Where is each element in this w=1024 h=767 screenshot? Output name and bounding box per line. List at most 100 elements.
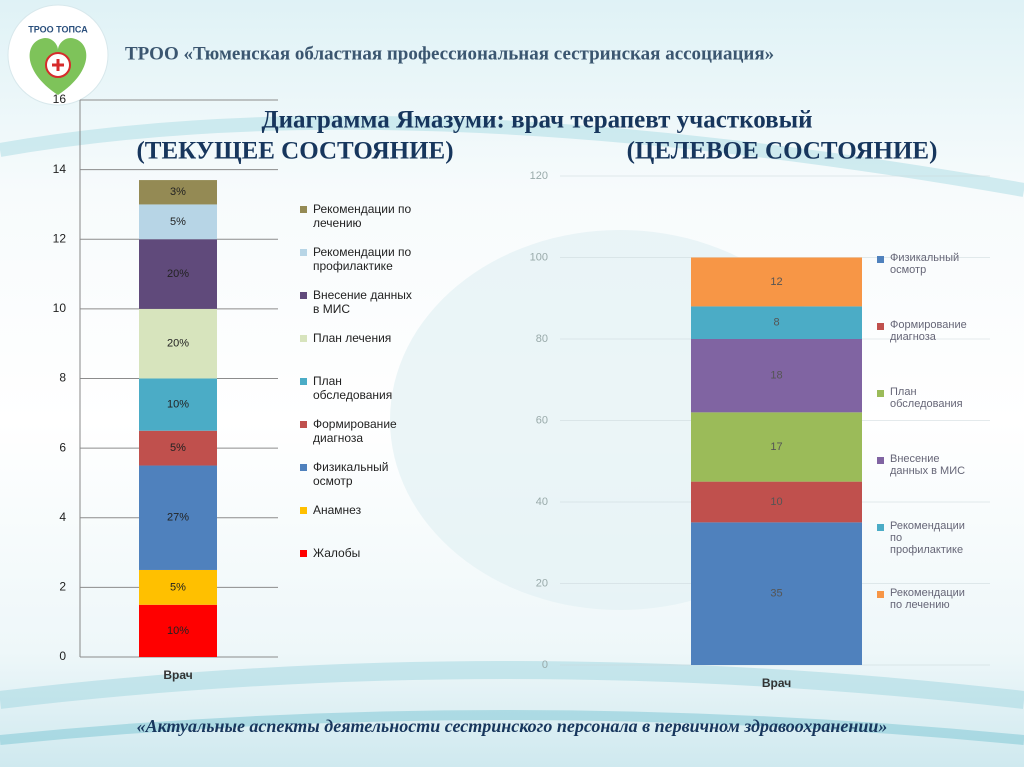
y-tick-label: 4 (59, 510, 66, 524)
legend-item: Жалобы (300, 546, 420, 560)
legend-item: Формирование диагноза (300, 417, 420, 445)
bar-segment (139, 430, 217, 466)
y-tick-label: 0 (59, 649, 66, 663)
x-tick-label: Врач (762, 676, 791, 690)
y-tick-label: 8 (59, 371, 66, 385)
bar-segment (139, 604, 217, 657)
legend-label: Рекомендации по лечению (890, 587, 965, 611)
legend-label: Формирование диагноза (313, 417, 397, 445)
y-tick-label: 80 (536, 333, 548, 345)
data-label: 5% (170, 216, 186, 228)
data-label: 10% (167, 625, 189, 637)
y-tick-label: 120 (530, 170, 548, 182)
legend-label: План обследования (890, 386, 963, 410)
legend-swatch (300, 507, 307, 514)
legend-swatch (300, 206, 307, 213)
bar-segment (139, 180, 217, 205)
legend-swatch (300, 378, 307, 385)
bar-segment (691, 412, 862, 482)
y-tick-label: 2 (59, 580, 66, 594)
legend-item: Внесение данных в МИС (877, 453, 972, 477)
legend-swatch (300, 421, 307, 428)
bar-segment (139, 204, 217, 240)
data-label: 20% (167, 338, 189, 350)
y-tick-label: 16 (53, 92, 67, 106)
bar-segment (139, 465, 217, 570)
y-tick-label: 100 (530, 251, 548, 263)
legend-swatch (877, 457, 884, 464)
chart-title: (ТЕКУЩЕЕ СОСТОЯНИЕ) (136, 138, 453, 165)
bar-segment (139, 378, 217, 431)
legend-swatch (877, 390, 884, 397)
legend-item: План обследования (877, 386, 972, 410)
x-tick-label: Врач (163, 668, 192, 682)
legend-item: Рекомендации по лечению (877, 587, 972, 611)
legend-label: Рекомендации по профилактике (890, 520, 965, 556)
legend-label: Внесение данных в МИС (313, 288, 412, 316)
bar-segment (139, 308, 217, 379)
legend-swatch (300, 249, 307, 256)
legend-item: Анамнез (300, 503, 420, 517)
y-tick-label: 20 (536, 577, 548, 589)
legend-label: Рекомендации по профилактике (313, 245, 412, 273)
legend-item: Рекомендации по лечению (300, 202, 420, 230)
y-tick-label: 60 (536, 414, 548, 426)
header-title: ТРОО «Тюменская областная профессиональн… (125, 43, 774, 64)
data-label: 3% (170, 186, 186, 198)
bar-segment (139, 569, 217, 605)
y-tick-label: 14 (53, 162, 67, 176)
legend-swatch (300, 292, 307, 299)
data-label: 18 (770, 370, 782, 382)
legend-label: План лечения (313, 331, 392, 345)
data-label: 12 (770, 276, 782, 288)
logo-text: ТРОО ТОПСА (28, 24, 88, 34)
legend-swatch (877, 323, 884, 330)
legend-swatch (877, 591, 884, 598)
bar-segment (691, 339, 862, 413)
slide-title: Диаграмма Ямазуми: врач терапевт участко… (261, 107, 812, 134)
bar-segment (139, 239, 217, 309)
bar-segment (691, 257, 862, 307)
data-label: 35 (770, 588, 782, 600)
y-tick-label: 6 (59, 440, 66, 454)
legend-item: План обследования (300, 374, 420, 402)
y-tick-label: 10 (53, 301, 67, 315)
legend-item: Физикальный осмотр (300, 460, 420, 488)
footer: «Актуальные аспекты деятельности сестрин… (137, 716, 888, 736)
legend-label: Внесение данных в МИС (890, 453, 966, 477)
legend-item: Физикальный осмотр (877, 252, 972, 276)
y-tick-label: 40 (536, 496, 548, 508)
data-label: 27% (167, 512, 189, 524)
data-label: 20% (167, 268, 189, 280)
legend-label: Формирование диагноза (890, 319, 967, 343)
legend-swatch (877, 524, 884, 531)
data-label: 10 (770, 496, 782, 508)
bar-segment (691, 481, 862, 523)
legend-label: План обследования (313, 374, 393, 402)
legend-label: Физикальный осмотр (890, 252, 960, 276)
data-label: 8 (773, 317, 779, 329)
legend-label: Жалобы (313, 546, 361, 560)
bar-segment (691, 306, 862, 339)
logo (7, 4, 109, 106)
legend-item: Рекомендации по профилактике (300, 245, 420, 273)
legend-item: Внесение данных в МИС (300, 288, 420, 316)
legend-item: Рекомендации по профилактике (877, 520, 972, 556)
chart-title: (ЦЕЛЕВОЕ СОСТОЯНИЕ) (627, 138, 938, 165)
data-label: 5% (170, 442, 186, 454)
bar-segment (691, 522, 862, 665)
y-tick-label: 0 (542, 659, 548, 671)
legend-swatch (300, 550, 307, 557)
legend-item: План лечения (300, 331, 420, 345)
data-label: 10% (167, 399, 189, 411)
data-label: 17 (770, 441, 782, 453)
legend-label: Рекомендации по лечению (313, 202, 412, 230)
legend-swatch (300, 335, 307, 342)
data-label: 5% (170, 581, 186, 593)
legend-swatch (877, 256, 884, 263)
legend-label: Физикальный осмотр (313, 460, 389, 488)
legend-label: Анамнез (313, 503, 362, 517)
legend-item: Формирование диагноза (877, 319, 972, 343)
